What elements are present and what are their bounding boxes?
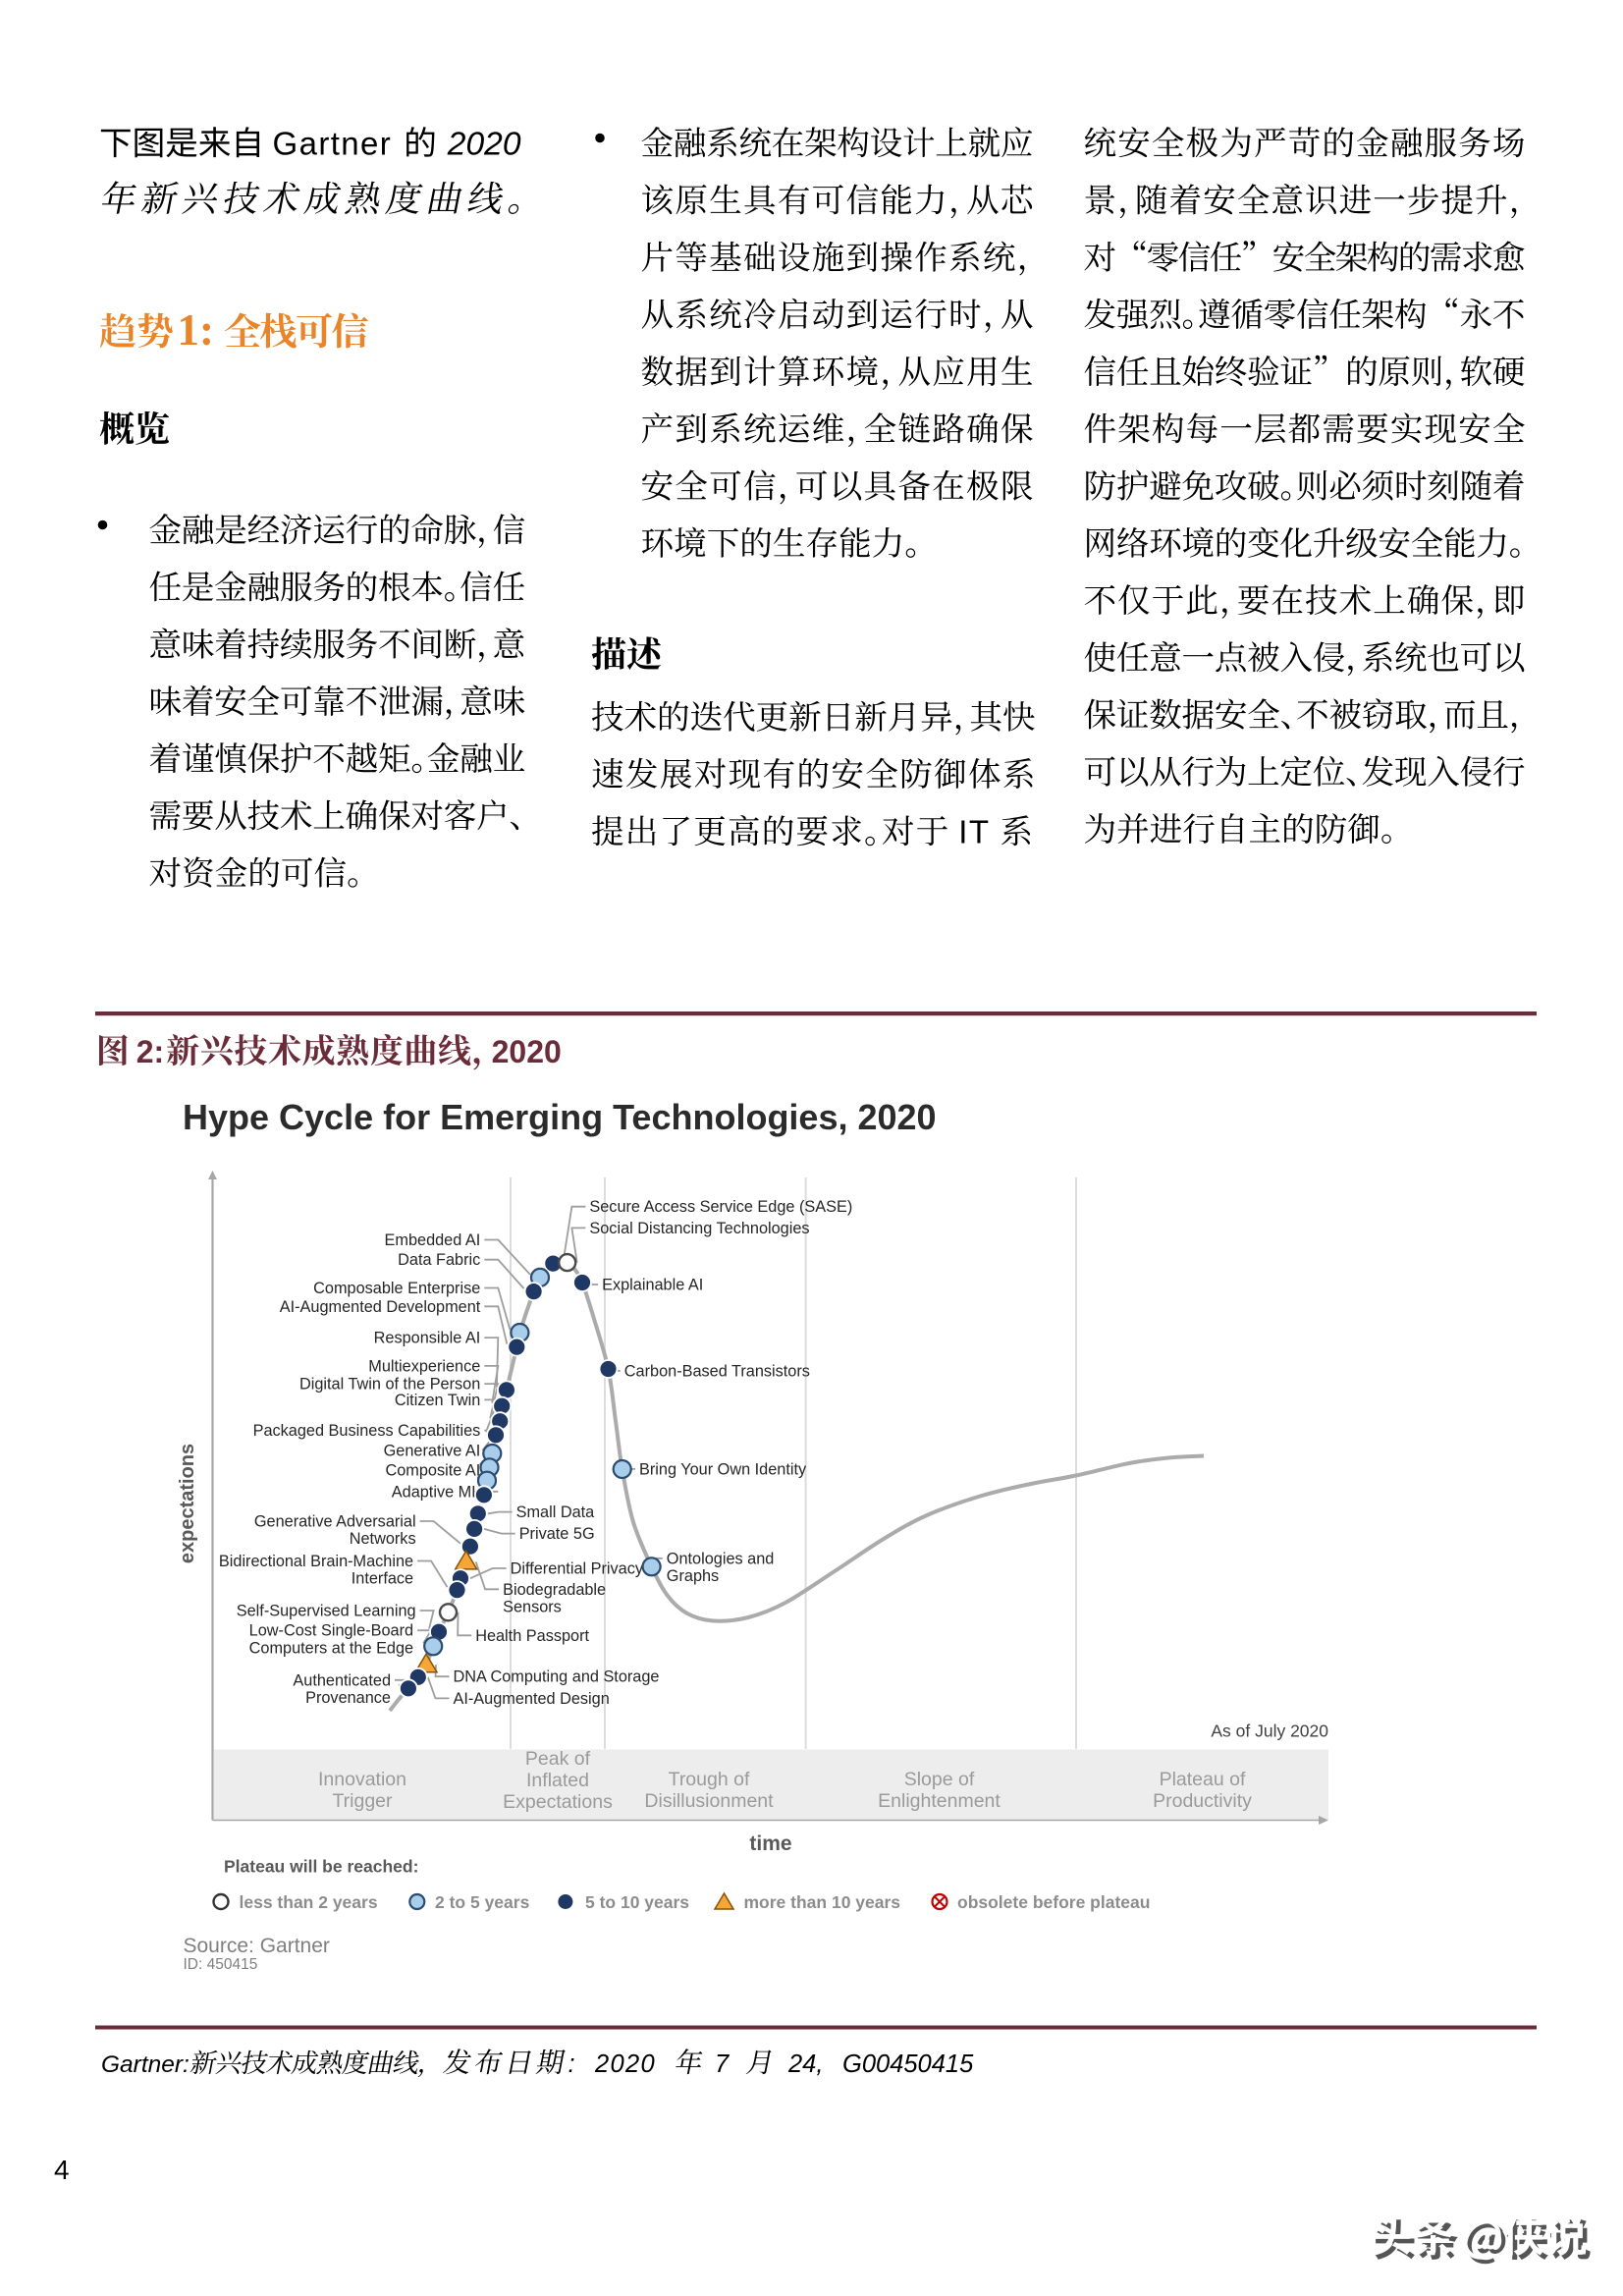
svg-text:more than 10 years: more than 10 years [744, 1892, 901, 1912]
svg-text:DNA Computing and Storage: DNA Computing and Storage [454, 1668, 660, 1686]
svg-text:5 to 10 years: 5 to 10 years [585, 1892, 689, 1912]
svg-text:Generative AI: Generative AI [384, 1442, 481, 1459]
svg-text:Gartner: Gartner [273, 126, 393, 162]
svg-text:AI-Augmented Development: AI-Augmented Development [280, 1298, 481, 1316]
svg-text:Ontologies and: Ontologies and [667, 1550, 775, 1567]
svg-text:Digital Twin of the Person: Digital Twin of the Person [299, 1376, 480, 1394]
svg-text:1:: 1: [178, 305, 215, 355]
svg-text:Multiexperience: Multiexperience [368, 1357, 480, 1375]
svg-text:IT: IT [958, 814, 990, 850]
svg-text:Trigger: Trigger [332, 1790, 393, 1812]
svg-text:Gartner:: Gartner: [101, 2051, 189, 2078]
svg-text:2:: 2: [136, 1034, 164, 1069]
svg-text:24,: 24, [787, 2050, 823, 2078]
svg-text:Provenance: Provenance [305, 1689, 391, 1707]
svg-text:AI-Augmented Design: AI-Augmented Design [454, 1690, 610, 1708]
svg-text:expectations: expectations [177, 1444, 198, 1563]
svg-text:Plateau will be reached:: Plateau will be reached: [224, 1857, 418, 1877]
svg-text:Low-Cost Single-Board: Low-Cost Single-Board [249, 1622, 413, 1640]
svg-text:Secure Access Service Edge (SA: Secure Access Service Edge (SASE) [589, 1198, 852, 1216]
svg-text:7: 7 [715, 2050, 730, 2078]
svg-text:Embedded AI: Embedded AI [385, 1231, 481, 1249]
svg-text:Trough of: Trough of [669, 1769, 750, 1790]
svg-text:Composable Enterprise: Composable Enterprise [313, 1280, 480, 1297]
svg-text:Innovation: Innovation [318, 1769, 406, 1790]
svg-text:Slope of: Slope of [904, 1769, 975, 1790]
svg-text:Sensors: Sensors [503, 1599, 562, 1616]
svg-text:2020: 2020 [492, 1034, 562, 1069]
svg-text:2 to 5 years: 2 to 5 years [435, 1892, 530, 1912]
svg-text:Responsible AI: Responsible AI [374, 1330, 481, 1347]
svg-text:Computers at the Edge: Computers at the Edge [249, 1639, 413, 1657]
svg-text:Interface: Interface [352, 1570, 413, 1588]
svg-text:Differential Privacy: Differential Privacy [511, 1560, 644, 1578]
svg-text:Carbon-Based Transistors: Carbon-Based Transistors [624, 1362, 810, 1380]
svg-text:time: time [749, 1832, 791, 1855]
svg-text:Bidirectional Brain-Machine: Bidirectional Brain-Machine [219, 1553, 413, 1570]
svg-text:Self-Supervised Learning: Self-Supervised Learning [237, 1603, 416, 1620]
svg-text:Graphs: Graphs [667, 1567, 719, 1585]
svg-text:Small Data: Small Data [516, 1503, 596, 1521]
svg-text::: : [568, 2050, 575, 2078]
svg-text:Bring Your Own Identity: Bring Your Own Identity [639, 1460, 807, 1478]
svg-text:Enlightenment: Enlightenment [878, 1790, 1001, 1812]
svg-text:Health Passport: Health Passport [475, 1627, 589, 1645]
svg-text:Productivity: Productivity [1153, 1790, 1252, 1812]
svg-text:2020: 2020 [447, 127, 521, 163]
svg-text:Explainable AI: Explainable AI [602, 1277, 703, 1294]
svg-text:Authenticated: Authenticated [293, 1671, 391, 1689]
svg-text:As of July 2020: As of July 2020 [1211, 1722, 1328, 1741]
svg-text:Biodegradable: Biodegradable [503, 1581, 606, 1599]
svg-text:Citizen Twin: Citizen Twin [395, 1392, 480, 1409]
svg-text:G00450415: G00450415 [842, 2050, 974, 2078]
svg-text:4: 4 [54, 2155, 70, 2185]
svg-text:Private 5G: Private 5G [519, 1525, 595, 1543]
svg-text:Hype Cycle for Emerging Techno: Hype Cycle for Emerging Technologies, 20… [183, 1097, 937, 1137]
svg-text:Generative Adversarial: Generative Adversarial [254, 1513, 416, 1531]
svg-text:Packaged Business Capabilities: Packaged Business Capabilities [253, 1422, 481, 1440]
svg-text:Networks: Networks [350, 1530, 416, 1548]
svg-text:Data Fabric: Data Fabric [398, 1251, 480, 1269]
svg-text:Adaptive ML: Adaptive ML [392, 1483, 481, 1501]
svg-text:Social Distancing Technologies: Social Distancing Technologies [589, 1220, 809, 1237]
svg-text:Inflated: Inflated [526, 1770, 589, 1791]
svg-text:2020: 2020 [594, 2050, 656, 2078]
svg-text:less than 2 years: less than 2 years [240, 1892, 378, 1912]
svg-text:Plateau of: Plateau of [1160, 1769, 1246, 1790]
svg-text:Source: Gartner: Source: Gartner [184, 1935, 330, 1957]
svg-text:Expectations: Expectations [503, 1791, 613, 1813]
svg-text:obsolete before plateau: obsolete before plateau [957, 1892, 1150, 1912]
svg-text:ID: 450415: ID: 450415 [184, 1956, 258, 1973]
svg-text:Composite AI: Composite AI [385, 1462, 480, 1480]
svg-text:Peak of: Peak of [525, 1748, 591, 1770]
svg-text:Disillusionment: Disillusionment [644, 1790, 774, 1812]
